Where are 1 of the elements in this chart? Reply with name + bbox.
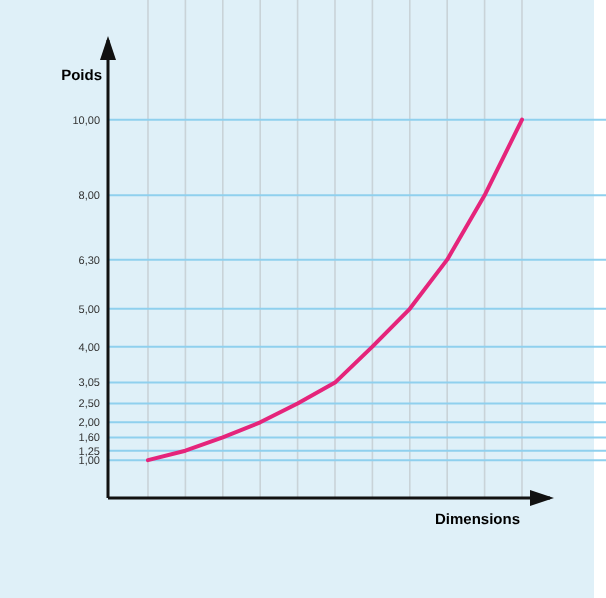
line-series [146, 117, 524, 463]
